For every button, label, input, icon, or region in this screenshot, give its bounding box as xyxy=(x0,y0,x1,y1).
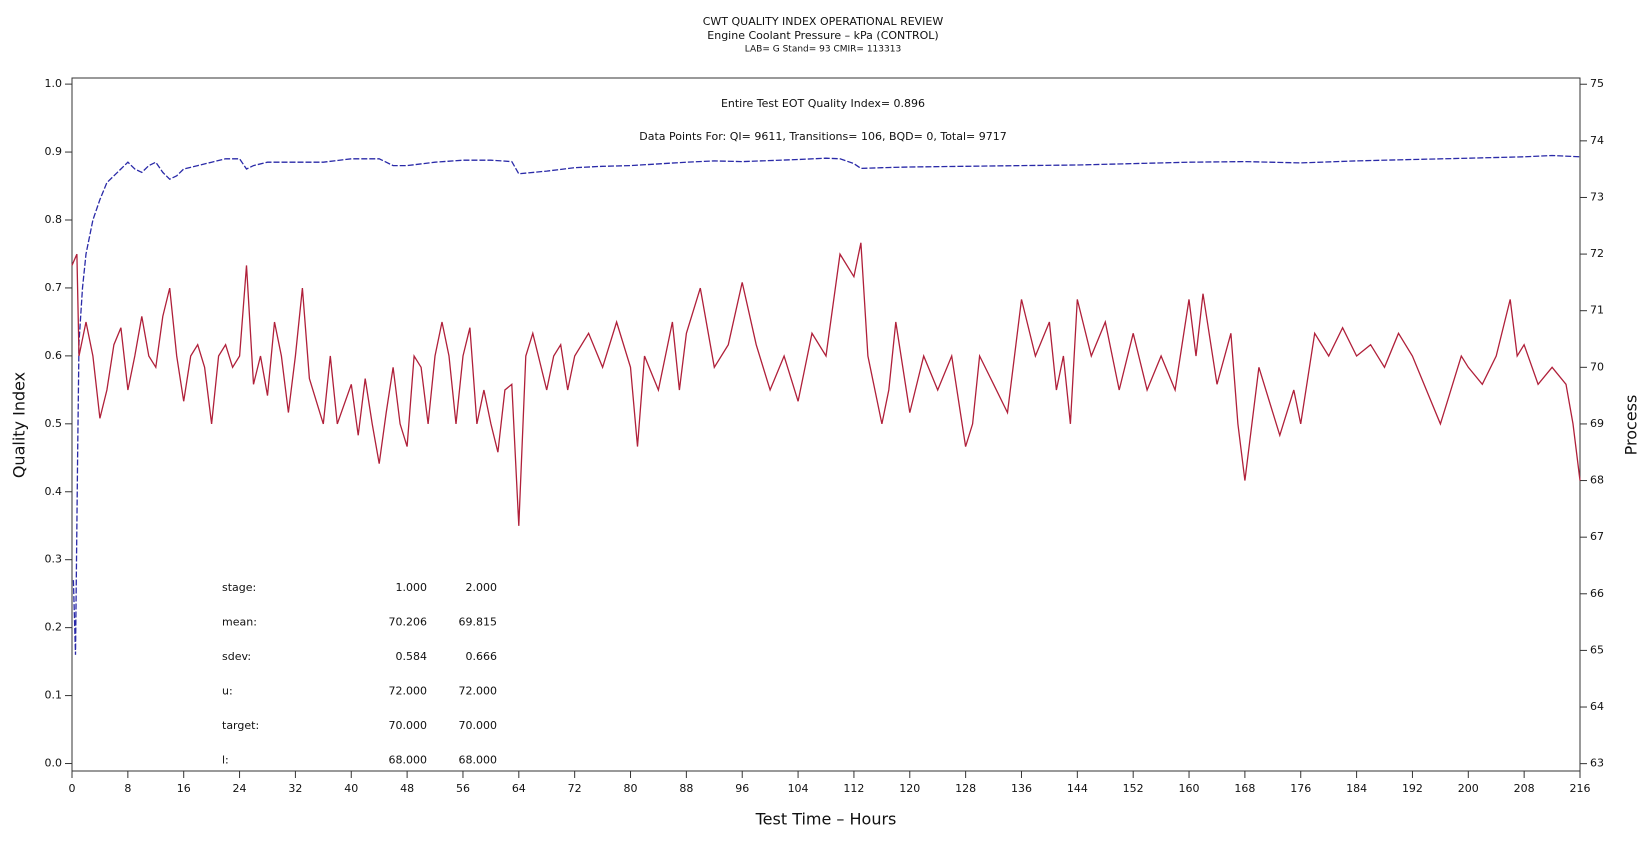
series-line xyxy=(71,242,1581,526)
x-tick-label: 120 xyxy=(899,782,920,795)
y-tick-label: 0.1 xyxy=(45,689,63,702)
y2-tick-label: 64 xyxy=(1590,700,1604,713)
stats-label: stage: xyxy=(222,581,256,594)
x-tick-label: 56 xyxy=(456,782,470,795)
stats-value: 72.000 xyxy=(459,685,498,698)
x-tick-label: 16 xyxy=(177,782,191,795)
y2-tick-label: 69 xyxy=(1590,417,1604,430)
y-tick-label: 0.6 xyxy=(45,349,63,362)
stats-value: 69.815 xyxy=(459,616,498,629)
stats-value: 70.000 xyxy=(459,719,498,732)
x-tick-label: 176 xyxy=(1290,782,1311,795)
y2-axis-label: Process xyxy=(1622,395,1641,456)
x-tick-label: 24 xyxy=(233,782,247,795)
x-tick-label: 184 xyxy=(1346,782,1367,795)
y-tick-label: 0.7 xyxy=(45,281,63,294)
x-axis-label: Test Time – Hours xyxy=(755,810,897,829)
stats-label: mean: xyxy=(222,616,257,629)
annotation: Entire Test EOT Quality Index= 0.896 xyxy=(721,97,925,110)
y-tick-label: 1.0 xyxy=(45,77,63,90)
stats-value: 70.206 xyxy=(389,616,428,629)
stats-value: 0.666 xyxy=(466,650,498,663)
stats-label: u: xyxy=(222,685,233,698)
x-tick-label: 192 xyxy=(1402,782,1423,795)
x-tick-label: 144 xyxy=(1067,782,1088,795)
x-tick-label: 96 xyxy=(735,782,749,795)
y-tick-label: 0.9 xyxy=(45,145,63,158)
y-tick-label: 0.4 xyxy=(45,485,63,498)
y2-tick-label: 75 xyxy=(1590,77,1604,90)
stats-value: 72.000 xyxy=(389,685,428,698)
x-tick-label: 40 xyxy=(344,782,358,795)
x-tick-label: 8 xyxy=(124,782,131,795)
y2-tick-label: 72 xyxy=(1590,247,1604,260)
y-axis-label: Quality Index xyxy=(10,372,29,478)
x-tick-label: 152 xyxy=(1123,782,1144,795)
stats-value: 68.000 xyxy=(389,754,428,767)
y2-tick-label: 74 xyxy=(1590,134,1604,147)
chart-title: CWT QUALITY INDEX OPERATIONAL REVIEW xyxy=(703,15,944,28)
x-tick-label: 80 xyxy=(624,782,638,795)
x-tick-label: 200 xyxy=(1458,782,1479,795)
x-tick-label: 48 xyxy=(400,782,414,795)
annotation: Data Points For: QI= 9611, Transitions= … xyxy=(639,130,1007,143)
x-tick-label: 0 xyxy=(69,782,76,795)
x-tick-label: 32 xyxy=(288,782,302,795)
x-tick-label: 160 xyxy=(1179,782,1200,795)
stats-label: sdev: xyxy=(222,650,251,663)
series-line xyxy=(72,154,1581,655)
y2-tick-label: 70 xyxy=(1590,360,1604,373)
stats-value: 0.584 xyxy=(396,650,428,663)
x-tick-label: 216 xyxy=(1570,782,1591,795)
y2-tick-label: 63 xyxy=(1590,757,1604,770)
y-tick-label: 0.8 xyxy=(45,213,63,226)
y-tick-label: 0.5 xyxy=(45,417,63,430)
stats-value: 70.000 xyxy=(389,719,428,732)
y-tick-label: 0.0 xyxy=(45,757,63,770)
chart-subtitle: LAB= G Stand= 93 CMIR= 113313 xyxy=(745,45,901,55)
stats-label: l: xyxy=(222,754,229,767)
y2-tick-label: 65 xyxy=(1590,643,1604,656)
y2-tick-label: 67 xyxy=(1590,530,1604,543)
x-tick-label: 112 xyxy=(843,782,864,795)
x-tick-label: 72 xyxy=(568,782,582,795)
x-tick-label: 136 xyxy=(1011,782,1032,795)
y2-tick-label: 68 xyxy=(1590,474,1604,487)
y-tick-label: 0.3 xyxy=(45,553,63,566)
y2-tick-label: 73 xyxy=(1590,190,1604,203)
y2-tick-label: 66 xyxy=(1590,587,1604,600)
chart-subtitle: Engine Coolant Pressure – kPa (CONTROL) xyxy=(707,29,938,42)
y-tick-label: 0.2 xyxy=(45,621,63,634)
plot-frame xyxy=(71,77,1581,772)
x-tick-label: 168 xyxy=(1234,782,1255,795)
x-tick-label: 128 xyxy=(955,782,976,795)
stats-value: 1.000 xyxy=(396,581,428,594)
stats-value: 68.000 xyxy=(459,754,498,767)
stats-label: target: xyxy=(222,719,259,732)
x-tick-label: 104 xyxy=(788,782,809,795)
x-tick-label: 88 xyxy=(679,782,693,795)
y2-tick-label: 71 xyxy=(1590,304,1604,317)
x-tick-label: 208 xyxy=(1514,782,1535,795)
x-tick-label: 64 xyxy=(512,782,526,795)
stats-value: 2.000 xyxy=(466,581,498,594)
